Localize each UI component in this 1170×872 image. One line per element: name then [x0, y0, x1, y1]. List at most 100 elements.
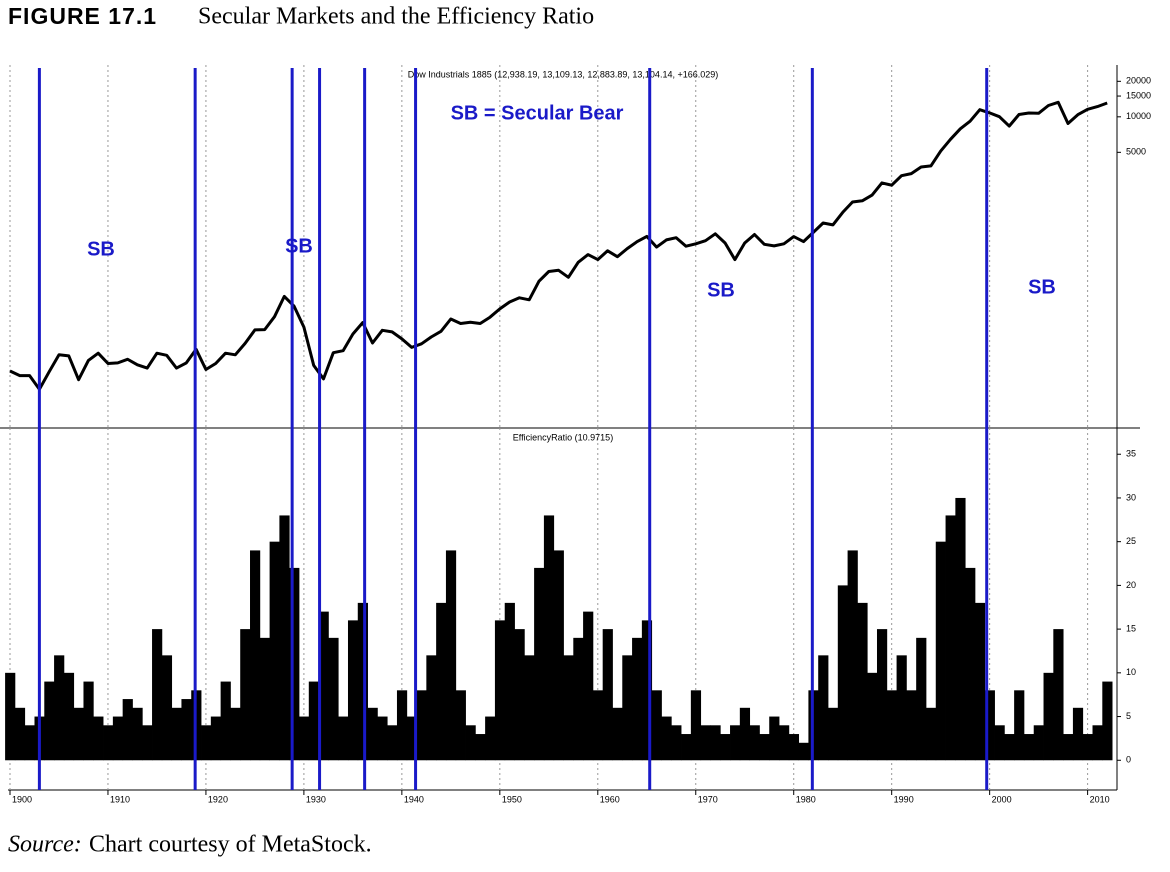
- bar: [1043, 672, 1054, 761]
- bar: [916, 637, 927, 761]
- bar: [54, 655, 65, 761]
- bar: [436, 602, 447, 761]
- bar: [641, 620, 653, 761]
- bar: [769, 716, 780, 761]
- bar: [1004, 734, 1015, 761]
- bar: [279, 515, 290, 761]
- bar: [886, 690, 897, 761]
- bar: [318, 611, 329, 761]
- bar: [945, 515, 956, 761]
- bar: [1072, 707, 1084, 761]
- bar: [475, 734, 486, 761]
- y-tick-label: 15: [1126, 623, 1136, 633]
- y-tick-label: 10000: [1126, 111, 1151, 121]
- bar: [906, 690, 917, 761]
- bar: [651, 690, 662, 761]
- bar: [122, 699, 133, 761]
- bar: [132, 707, 143, 761]
- annotation: SB: [1028, 276, 1056, 298]
- dow-line: [9, 100, 1108, 391]
- bar: [347, 620, 359, 761]
- bar: [857, 602, 868, 761]
- bar: [788, 734, 800, 761]
- bar: [759, 734, 770, 761]
- bar: [1092, 725, 1103, 761]
- bar: [602, 629, 613, 761]
- bar: [710, 725, 721, 761]
- bar: [171, 707, 182, 761]
- bar: [1102, 681, 1113, 761]
- bar: [289, 567, 300, 761]
- annotation: SB: [285, 235, 313, 257]
- bar: [690, 690, 702, 761]
- bar: [553, 550, 564, 761]
- figure-label: FIGURE 17.1: [8, 3, 157, 29]
- y-tick-label: 0: [1126, 755, 1131, 765]
- bar: [749, 725, 760, 761]
- bar: [230, 707, 241, 761]
- bar: [44, 681, 55, 761]
- bar: [494, 620, 506, 761]
- y-tick-label: 20000: [1126, 76, 1151, 86]
- bar: [416, 690, 427, 761]
- bar: [1023, 734, 1035, 761]
- bar: [828, 707, 839, 761]
- bar: [739, 707, 751, 761]
- bar: [720, 734, 731, 761]
- x-tick-label: 1900: [12, 794, 32, 804]
- bar: [955, 497, 966, 761]
- bar: [984, 690, 995, 761]
- bar: [396, 690, 408, 761]
- bar: [583, 611, 594, 761]
- bar: [377, 716, 388, 761]
- panel-title: EfficiencyRatio (10.9715): [513, 432, 613, 442]
- annotation: SB = Secular Bear: [451, 102, 624, 124]
- bar: [896, 655, 907, 761]
- bar: [534, 567, 545, 761]
- bar: [338, 716, 349, 761]
- bar: [622, 655, 633, 761]
- bar: [632, 637, 643, 761]
- bar: [259, 637, 271, 761]
- bar: [465, 725, 476, 761]
- bar: [925, 707, 937, 761]
- x-tick-label: 1940: [404, 794, 424, 804]
- y-tick-label: 10: [1126, 667, 1136, 677]
- bar: [240, 629, 251, 761]
- bar: [161, 655, 173, 761]
- y-tick-label: 15000: [1126, 90, 1151, 100]
- bar: [250, 550, 261, 761]
- bar: [220, 681, 231, 761]
- bar: [357, 602, 368, 761]
- bar: [681, 734, 692, 761]
- x-tick-label: 1970: [698, 794, 718, 804]
- bar: [485, 716, 496, 761]
- bar: [661, 716, 672, 761]
- x-tick-label: 1920: [208, 794, 228, 804]
- figure-title: Secular Markets and the Efficiency Ratio: [198, 4, 594, 30]
- bar: [730, 725, 741, 761]
- bar: [142, 725, 153, 761]
- bar: [1082, 734, 1093, 761]
- bar: [103, 725, 114, 761]
- annotation: SB: [707, 279, 735, 301]
- bar: [573, 637, 584, 761]
- bar: [152, 629, 163, 761]
- bar: [387, 725, 398, 761]
- bar: [210, 716, 222, 761]
- bar: [308, 681, 319, 761]
- bar: [5, 672, 16, 761]
- bar: [63, 672, 75, 761]
- bar: [367, 707, 378, 761]
- bar: [269, 541, 280, 761]
- x-tick-label: 1930: [306, 794, 326, 804]
- bar: [181, 699, 192, 761]
- y-tick-label: 25: [1126, 536, 1136, 546]
- y-tick-label: 5000: [1126, 147, 1146, 157]
- bar: [1053, 629, 1064, 761]
- bar: [201, 725, 212, 761]
- bar: [445, 550, 457, 761]
- bar: [328, 637, 339, 761]
- y-tick-label: 20: [1126, 580, 1136, 590]
